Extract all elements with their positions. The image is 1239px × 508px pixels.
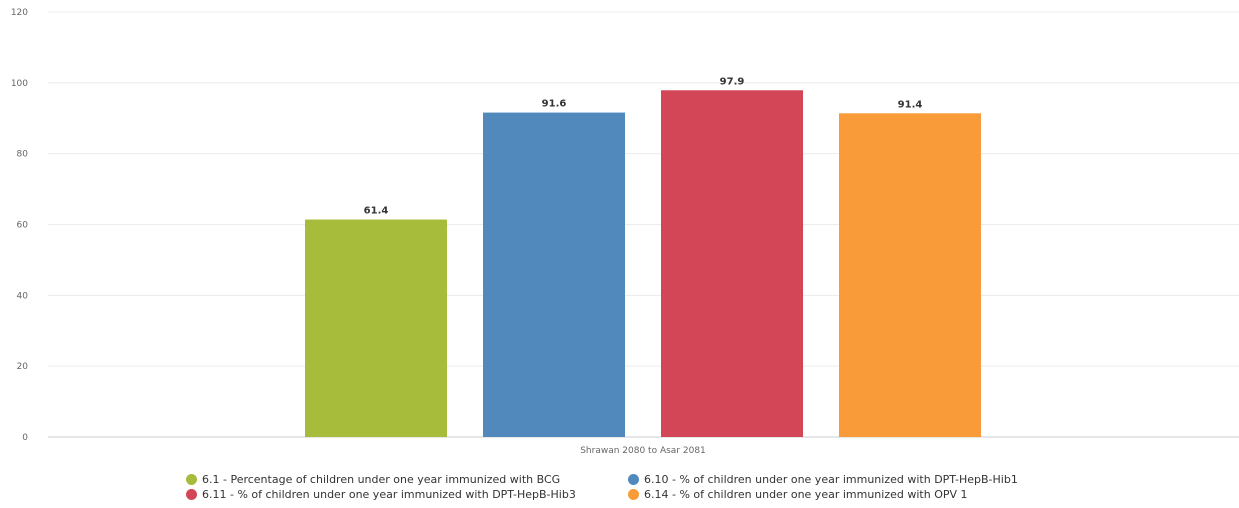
legend-marker-dpt3: [186, 489, 197, 500]
legend-item-opv1[interactable]: 6.14 - % of children under one year immu…: [628, 488, 968, 501]
y-tick-label-20: 20: [17, 362, 29, 372]
bar-0[interactable]: [305, 219, 447, 437]
bar-1[interactable]: [483, 112, 625, 437]
bar-chart: 0 20 40 60 80 100 120 61.4 91.6 97.9 91.4 Shrawan 2…: [11, 8, 1239, 456]
bar-2[interactable]: [661, 90, 803, 437]
legend-marker-bcg: [186, 474, 197, 485]
data-label-3: 91.4: [898, 99, 923, 110]
legend-label-dpt1: 6.10 - % of children under one year immu…: [644, 473, 1018, 486]
legend-item-dpt1[interactable]: 6.10 - % of children under one year immu…: [628, 473, 1018, 486]
data-label-1: 91.6: [542, 99, 567, 110]
legend-label-bcg: 6.1 - Percentage of children under one y…: [202, 473, 561, 486]
legend-label-dpt3: 6.11 - % of children under one year immu…: [202, 488, 576, 501]
legend-item-dpt3[interactable]: 6.11 - % of children under one year immu…: [186, 488, 576, 501]
bar-3[interactable]: [839, 113, 981, 438]
legend-marker-dpt1: [628, 474, 639, 485]
legend-marker-opv1: [628, 489, 639, 500]
y-tick-label-120: 120: [11, 8, 28, 18]
y-tick-label-60: 60: [17, 221, 29, 231]
y-tick-label-100: 100: [11, 79, 28, 89]
y-tick-label-40: 40: [17, 291, 29, 301]
legend-label-opv1: 6.14 - % of children under one year immu…: [644, 488, 968, 501]
data-label-2: 97.9: [720, 76, 745, 87]
y-tick-label-80: 80: [17, 150, 29, 160]
x-category-label: Shrawan 2080 to Asar 2081: [580, 446, 706, 456]
data-label-0: 61.4: [364, 206, 389, 217]
y-tick-label-0: 0: [22, 433, 28, 443]
legend-item-bcg[interactable]: 6.1 - Percentage of children under one y…: [186, 473, 560, 486]
